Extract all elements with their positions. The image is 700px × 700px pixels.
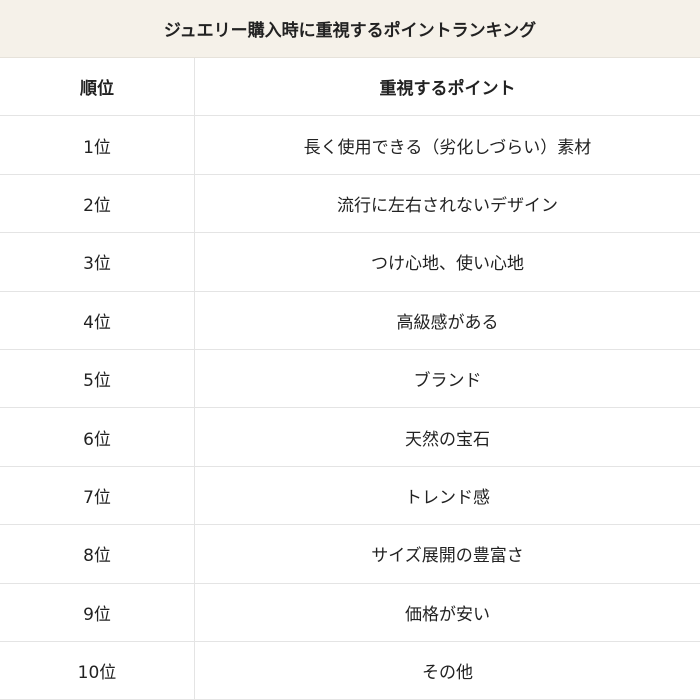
rank-cell: 1位 <box>0 115 195 175</box>
rank-cell: 8位 <box>0 524 195 584</box>
point-cell: 天然の宝石 <box>194 407 700 467</box>
point-cell: 長く使用できる（劣化しづらい）素材 <box>194 115 700 175</box>
point-header: 重視するポイント <box>194 58 700 117</box>
rank-cell: 10位 <box>0 641 195 700</box>
point-cell: 流行に左右されないデザイン <box>194 174 700 234</box>
rank-cell: 6位 <box>0 407 195 467</box>
rank-cell: 3位 <box>0 232 195 292</box>
rank-header: 順位 <box>0 58 195 117</box>
point-cell: 価格が安い <box>194 583 700 642</box>
point-cell: ブランド <box>194 349 700 409</box>
table-title: ジュエリー購入時に重視するポイントランキング <box>0 0 700 58</box>
table-row: 9位 価格が安い <box>0 583 700 642</box>
header-row: 順位 重視するポイント <box>0 58 700 117</box>
table-row: 2位 流行に左右されないデザイン <box>0 174 700 234</box>
rank-cell: 5位 <box>0 349 195 409</box>
rank-cell: 4位 <box>0 291 195 350</box>
ranking-table: 順位 重視するポイント 1位 長く使用できる（劣化しづらい）素材 2位 流行に左右され… <box>0 58 700 700</box>
table-row: 1位 長く使用できる（劣化しづらい）素材 <box>0 115 700 175</box>
point-cell: その他 <box>194 641 700 700</box>
table-row: 6位 天然の宝石 <box>0 407 700 467</box>
rank-cell: 9位 <box>0 583 195 642</box>
point-cell: サイズ展開の豊富さ <box>194 524 700 584</box>
table-row: 10位 その他 <box>0 641 700 700</box>
table-row: 4位 高級感がある <box>0 291 700 350</box>
point-cell: つけ心地、使い心地 <box>194 232 700 292</box>
table-row: 3位 つけ心地、使い心地 <box>0 232 700 292</box>
rank-cell: 7位 <box>0 466 195 526</box>
point-cell: 高級感がある <box>194 291 700 350</box>
point-cell: トレンド感 <box>194 466 700 526</box>
rank-cell: 2位 <box>0 174 195 234</box>
table-row: 5位 ブランド <box>0 349 700 409</box>
table-row: 8位 サイズ展開の豊富さ <box>0 524 700 584</box>
table-row: 7位 トレンド感 <box>0 466 700 526</box>
